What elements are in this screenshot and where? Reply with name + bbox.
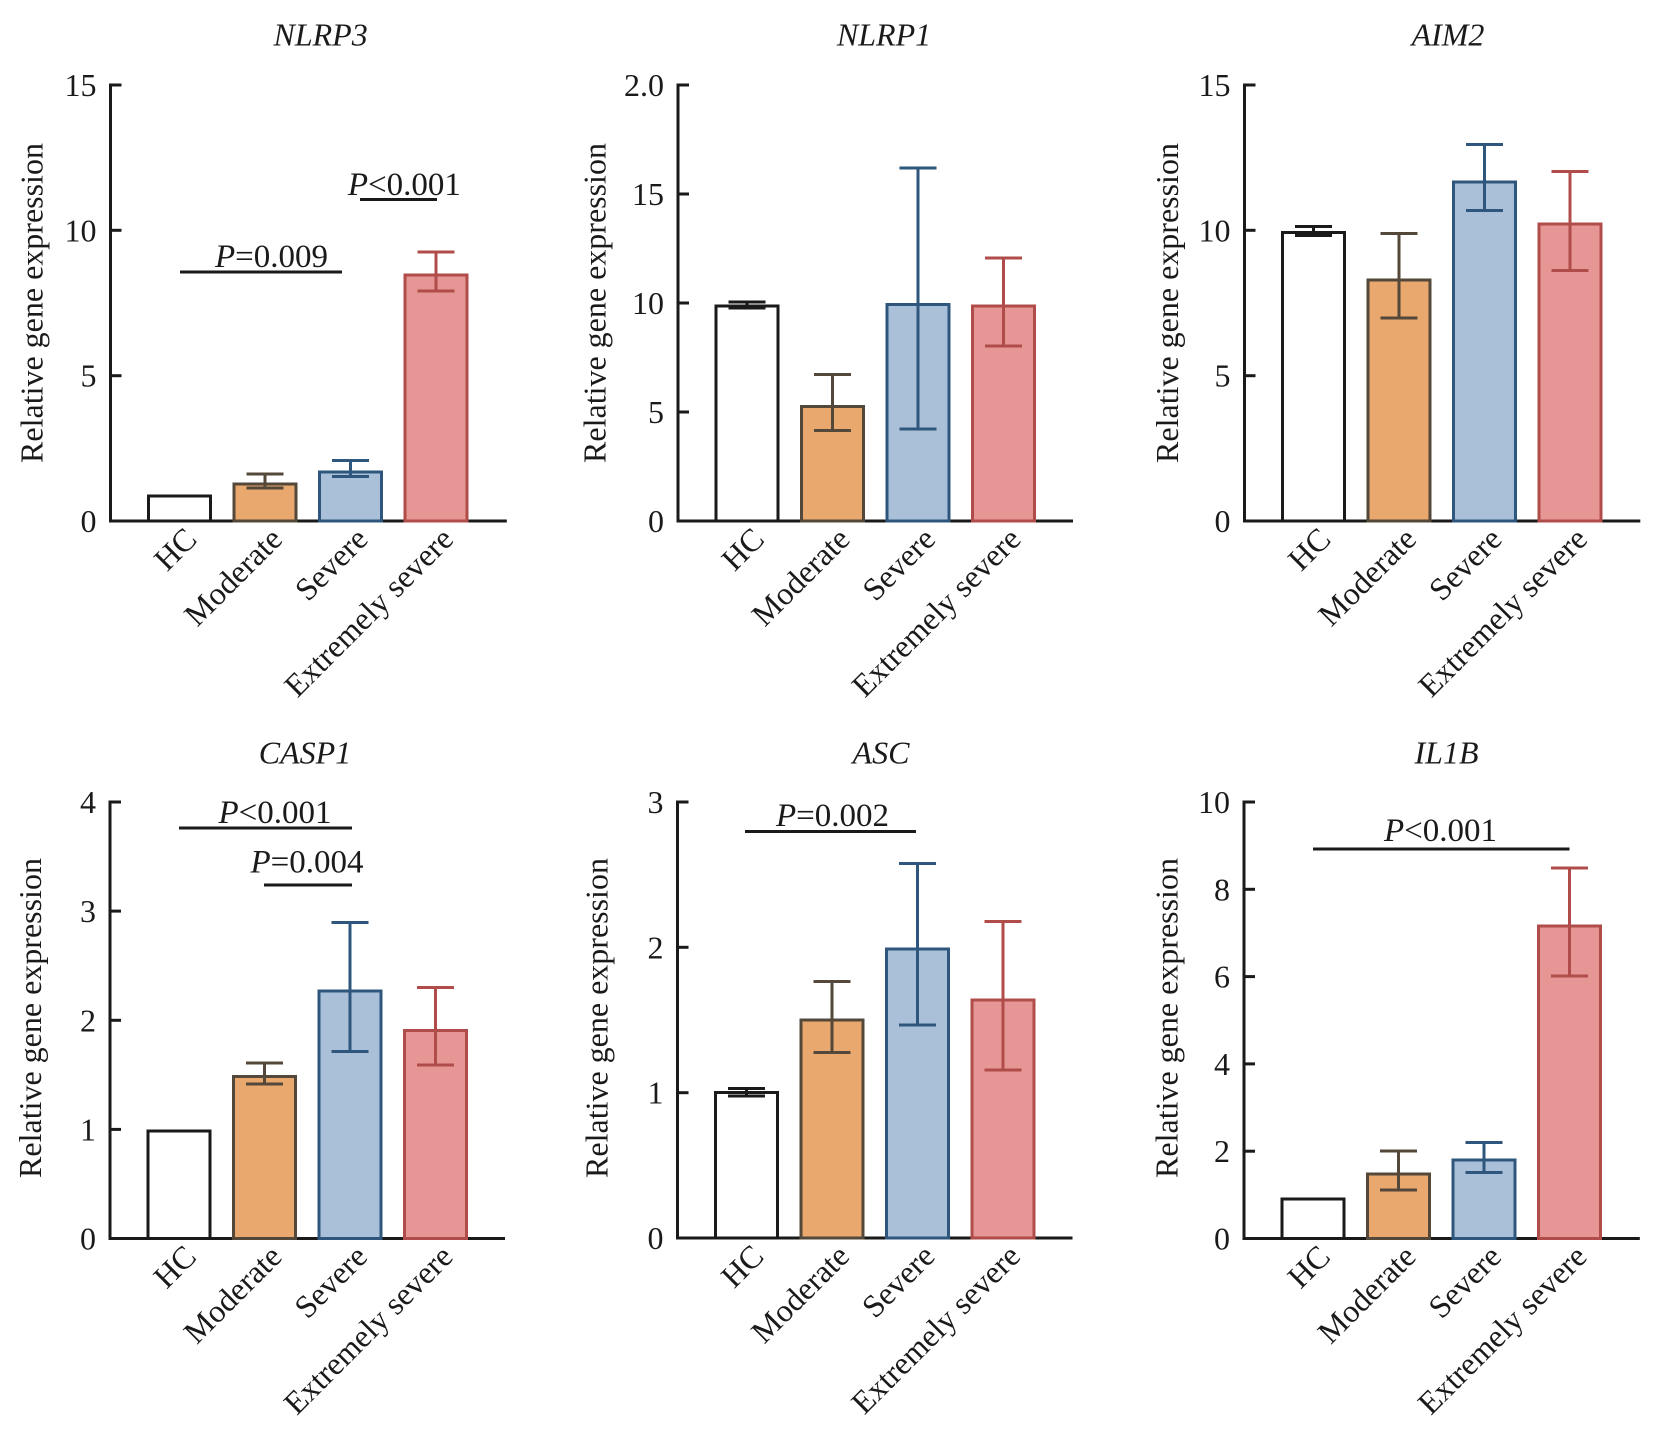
svg-text:15: 15 bbox=[65, 67, 97, 103]
svg-text:10: 10 bbox=[1199, 212, 1231, 248]
svg-text:3: 3 bbox=[80, 893, 96, 929]
svg-text:P<0.001: P<0.001 bbox=[1383, 813, 1497, 849]
svg-text:Relative gene expression: Relative gene expression bbox=[1149, 143, 1185, 463]
svg-text:8: 8 bbox=[1214, 871, 1230, 907]
svg-text:15: 15 bbox=[632, 176, 664, 212]
svg-text:0: 0 bbox=[1214, 1221, 1230, 1257]
svg-text:ASC: ASC bbox=[851, 735, 911, 771]
svg-text:5: 5 bbox=[81, 358, 97, 394]
svg-text:Relative gene expression: Relative gene expression bbox=[577, 143, 613, 463]
svg-text:10: 10 bbox=[632, 285, 664, 321]
svg-text:Relative gene expression: Relative gene expression bbox=[1149, 858, 1185, 1178]
svg-text:AIM2: AIM2 bbox=[1410, 17, 1485, 53]
svg-text:5: 5 bbox=[648, 394, 664, 430]
svg-text:NLRP3: NLRP3 bbox=[272, 17, 367, 53]
svg-text:CASP1: CASP1 bbox=[259, 735, 351, 771]
svg-text:P=0.002: P=0.002 bbox=[775, 798, 889, 834]
svg-text:P=0.004: P=0.004 bbox=[249, 845, 363, 881]
svg-text:Relative gene expression: Relative gene expression bbox=[579, 858, 615, 1178]
svg-text:1: 1 bbox=[80, 1111, 96, 1147]
svg-text:2: 2 bbox=[648, 929, 664, 965]
svg-text:Relative gene expression: Relative gene expression bbox=[14, 143, 50, 463]
svg-text:3: 3 bbox=[648, 784, 664, 820]
svg-text:P=0.009: P=0.009 bbox=[214, 239, 328, 275]
svg-text:6: 6 bbox=[1214, 959, 1230, 995]
svg-text:2: 2 bbox=[1214, 1133, 1230, 1169]
svg-text:5: 5 bbox=[1215, 358, 1231, 394]
svg-text:10: 10 bbox=[65, 212, 97, 248]
svg-text:0: 0 bbox=[648, 1220, 664, 1256]
svg-text:4: 4 bbox=[1214, 1046, 1230, 1082]
svg-text:1: 1 bbox=[648, 1075, 664, 1111]
svg-text:Relative gene expression: Relative gene expression bbox=[12, 858, 48, 1178]
svg-text:0: 0 bbox=[1215, 503, 1231, 539]
svg-text:2.0: 2.0 bbox=[624, 67, 664, 103]
svg-text:NLRP1: NLRP1 bbox=[836, 17, 931, 53]
svg-text:15: 15 bbox=[1199, 67, 1231, 103]
svg-text:0: 0 bbox=[648, 503, 664, 539]
svg-text:2: 2 bbox=[80, 1002, 96, 1038]
svg-text:P<0.001: P<0.001 bbox=[347, 167, 461, 203]
svg-text:0: 0 bbox=[81, 503, 97, 539]
svg-text:P<0.001: P<0.001 bbox=[217, 795, 331, 831]
svg-text:IL1B: IL1B bbox=[1414, 735, 1479, 771]
svg-text:0: 0 bbox=[80, 1221, 96, 1257]
svg-text:4: 4 bbox=[80, 784, 96, 820]
svg-text:10: 10 bbox=[1198, 784, 1230, 820]
